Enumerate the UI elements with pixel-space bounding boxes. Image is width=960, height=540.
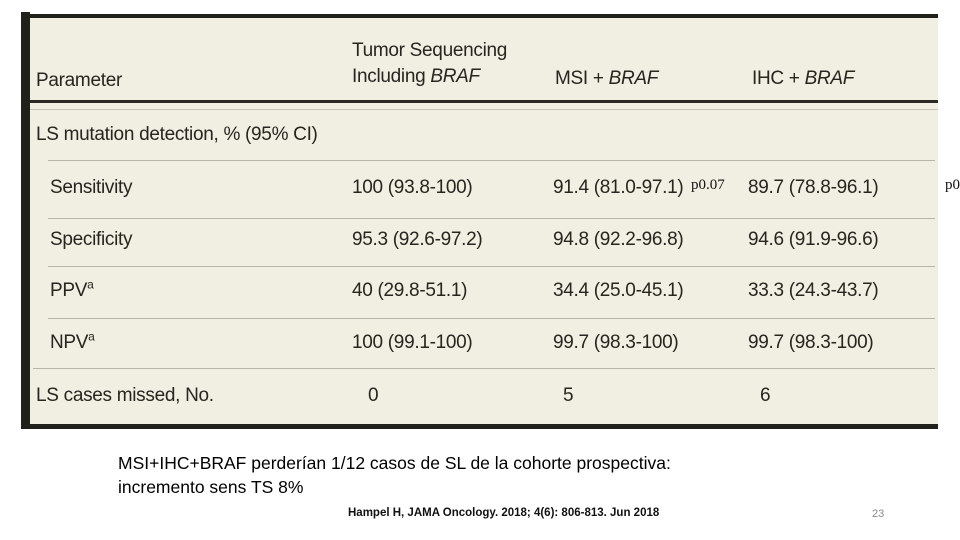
cell-sensitivity-ts: 100 (93.8-100) (352, 177, 473, 198)
table-top-border (30, 14, 938, 18)
cell-npv-ihc: 99.7 (98.3-100) (748, 332, 874, 353)
caption-line-2: incremento sens TS 8% (118, 477, 304, 497)
cell-specificity-ts: 95.3 (92.6-97.2) (352, 229, 483, 250)
column-header-msi-braf: MSI + BRAF (555, 68, 658, 90)
cell-ppv-msi: 34.4 (25.0-45.1) (553, 280, 684, 301)
cell-cases-missed-msi: 5 (563, 385, 574, 406)
cell-specificity-ihc: 94.6 (91.9-96.6) (748, 229, 879, 250)
page-number: 23 (872, 508, 885, 520)
row-label-specificity: Specificity (50, 229, 133, 250)
column-header-tumor-sequencing: Tumor Sequencing Including BRAF (352, 38, 507, 90)
slide-caption: MSI+IHC+BRAF perderían 1/12 casos de SL … (118, 451, 671, 499)
cell-ppv-ihc: 33.3 (24.3-43.7) (748, 280, 879, 301)
cell-cases-missed-ihc: 6 (760, 385, 771, 406)
row-label-ls-cases-missed: LS cases missed, No. (36, 385, 214, 406)
column-header-label: Parameter (36, 70, 123, 91)
column-header-parameter: Parameter (36, 70, 122, 92)
column-header-label: MSI + (555, 68, 609, 89)
footnote-marker: a (88, 329, 95, 344)
cell-specificity-msi: 94.8 (92.2-96.8) (553, 229, 684, 250)
row-separator (48, 218, 935, 219)
figure-left-border (21, 12, 30, 429)
cell-npv-ts: 100 (99.1-100) (352, 332, 473, 353)
p-value-annotation: p0.07 (691, 177, 725, 193)
column-header-label: Including (352, 66, 431, 87)
row-label-npv: NPVa (50, 329, 95, 354)
citation: Hampel H, JAMA Oncology. 2018; 4(6): 806… (348, 507, 660, 519)
row-separator (48, 160, 935, 161)
cell-sensitivity-ihc: 89.7 (78.8-96.1) (748, 177, 879, 198)
gene-name-italic: BRAF (608, 68, 659, 89)
row-label-ls-mutation-detection: LS mutation detection, % (95% CI) (36, 124, 318, 145)
cell-sensitivity-msi: 91.4 (81.0-97.1) (553, 177, 684, 198)
column-header-ihc-braf: IHC + BRAF (752, 68, 854, 90)
row-separator (48, 266, 935, 267)
table-background (30, 18, 938, 424)
row-label-ppv: PPVa (50, 277, 94, 302)
header-rule (30, 100, 938, 103)
p-value-annotation-clipped: p0 (945, 177, 960, 193)
footnote-marker: a (87, 277, 94, 292)
cell-npv-msi: 99.7 (98.3-100) (553, 332, 679, 353)
gene-name-italic: BRAF (804, 68, 855, 89)
header-subrule (30, 109, 938, 110)
cell-ppv-ts: 40 (29.8-51.1) (352, 280, 468, 301)
row-label-text: NPV (50, 332, 89, 353)
row-separator (48, 318, 935, 319)
column-header-label: Tumor Sequencing (352, 40, 508, 61)
column-header-label: IHC + (752, 68, 805, 89)
row-separator (33, 368, 935, 369)
row-label-sensitivity: Sensitivity (50, 177, 133, 198)
caption-line-1: MSI+IHC+BRAF perderían 1/12 casos de SL … (118, 453, 671, 473)
gene-name-italic: BRAF (430, 66, 480, 87)
cell-cases-missed-ts: 0 (368, 385, 379, 406)
table-bottom-border (21, 424, 938, 429)
row-label-text: PPV (50, 280, 88, 301)
